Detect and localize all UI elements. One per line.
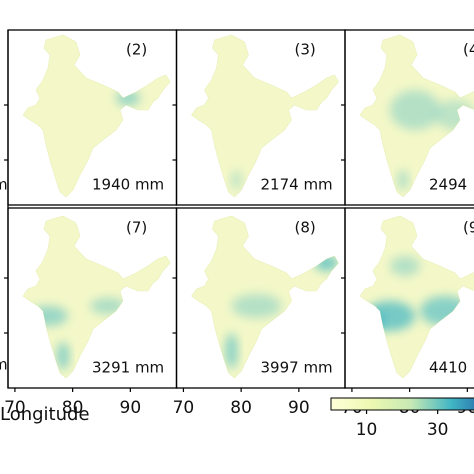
rain-blob [231,170,242,190]
panel-total: 2174 mm [261,176,333,194]
colorbar-tick-label: 10 [356,420,378,440]
rain-blob [435,100,474,130]
panel-label: (7) [126,219,147,237]
rain-blob [116,90,140,106]
india-outline [191,34,339,198]
x-tick-label: 70 [4,398,26,418]
x-tick-label: 80 [62,398,84,418]
colorbar [330,397,474,411]
x-tick-label: 70 [173,398,195,418]
rain-blob [367,311,383,331]
panel-frame [344,207,474,389]
x-tick-label: 90 [288,398,310,418]
panel-label: (9 [463,219,474,237]
map-panel [22,34,171,198]
rain-field [231,170,242,190]
x-tick-label: 80 [230,398,252,418]
rain-blob [231,294,282,318]
rain-field [116,90,140,106]
rain-blob [314,255,339,271]
panel-grid: (2) 1940 mm (3) 2174 mm (4 2494 (7) 3291 mm 70 80… [4,29,474,418]
x-tick-label: 90 [120,398,142,418]
panel-total: 3291 mm [92,359,164,377]
rain-blob [90,298,126,314]
rain-blob [57,342,69,370]
rain-blob [420,296,470,326]
map-panel [191,34,339,198]
x-axis-label: Longitude [0,404,90,425]
panel-label: (3) [295,41,316,59]
rain-blob [398,170,408,190]
map-panel [22,215,171,379]
map-panel [191,215,339,379]
map-panel [359,215,474,379]
india-outline [22,215,171,379]
partial-label: m [0,176,8,194]
colorbar-tick-label: 30 [427,420,449,440]
panel-total: 4410 [429,359,467,377]
india-outline [22,34,171,198]
panel-total: 2494 [429,176,467,194]
panel-label: (2) [126,41,147,59]
partial-label: m [0,356,8,374]
rain-blob [390,90,440,130]
panel-label: (8) [295,219,316,237]
panel-label: (4 [463,41,474,59]
map-panel [359,34,474,198]
rain-blob [365,301,415,331]
rain-blob [390,256,420,276]
rain-blob [225,333,238,369]
panel-frame [344,29,474,206]
rain-blob [28,306,68,326]
panel-total: 1940 mm [92,176,164,194]
india-outline [359,215,474,379]
panel-total: 3997 mm [261,359,333,377]
